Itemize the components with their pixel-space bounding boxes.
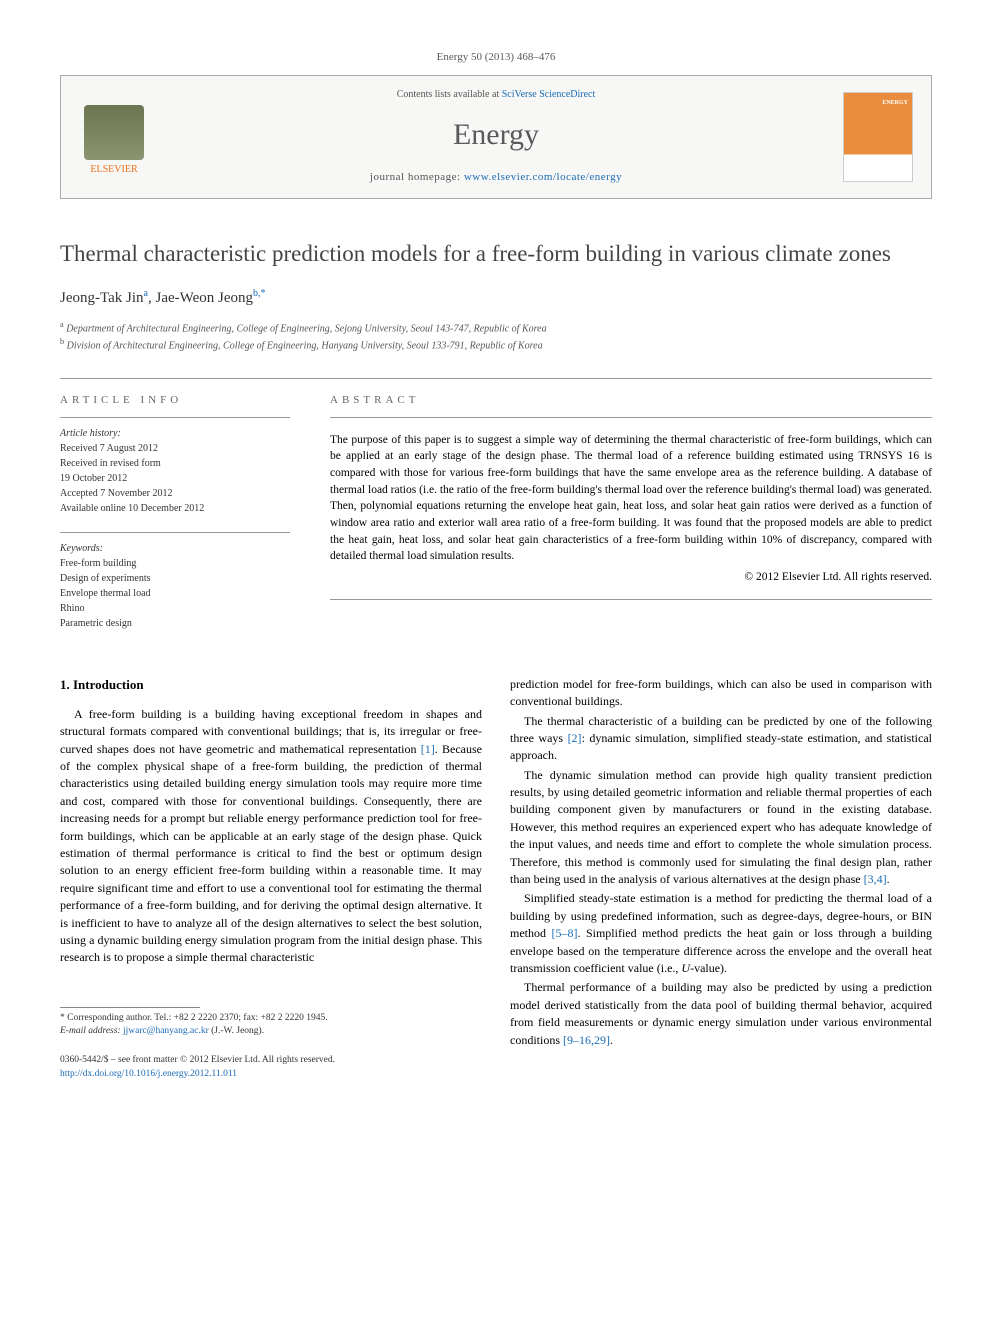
footnote-separator: [60, 1007, 200, 1008]
sciencedirect-link[interactable]: SciVerse ScienceDirect: [502, 89, 596, 100]
body-columns: 1. Introduction A free-form building is …: [60, 676, 932, 1081]
citation-line: Energy 50 (2013) 468–476: [60, 50, 932, 65]
page-root: Energy 50 (2013) 468–476 ELSEVIER Conten…: [0, 0, 992, 1131]
history-revised-date: 19 October 2012: [60, 473, 127, 484]
body-text-italic: U: [681, 961, 690, 975]
ref-link[interactable]: [9–16,29]: [563, 1033, 610, 1047]
body-paragraph: prediction model for free-form buildings…: [510, 676, 932, 711]
elsevier-logo[interactable]: ELSEVIER: [79, 97, 149, 177]
body-column-right: prediction model for free-form buildings…: [510, 676, 932, 1081]
author-1[interactable]: Jeong-Tak Jin: [60, 290, 144, 306]
body-paragraph: A free-form building is a building havin…: [60, 706, 482, 967]
elsevier-label: ELSEVIER: [90, 163, 137, 177]
authors: Jeong-Tak Jina, Jae-Weon Jeongb,*: [60, 287, 932, 309]
ref-link[interactable]: [1]: [421, 742, 435, 756]
body-text: -value).: [690, 961, 727, 975]
body-column-left: 1. Introduction A free-form building is …: [60, 676, 482, 1081]
keyword-item: Design of experiments: [60, 573, 151, 584]
history-revised-label: Received in revised form: [60, 458, 161, 469]
contents-prefix: Contents lists available at: [397, 89, 502, 100]
body-text: .: [887, 872, 890, 886]
affiliations: a Department of Architectural Engineerin…: [60, 319, 932, 354]
footnotes: * Corresponding author. Tel.: +82 2 2220…: [60, 1012, 482, 1039]
email-line: E-mail address: jjwarc@hanyang.ac.kr (J.…: [60, 1025, 482, 1038]
abstract-column: ABSTRACT The purpose of this paper is to…: [330, 393, 932, 630]
body-text: A free-form building is a building havin…: [60, 707, 482, 756]
info-abstract-row: ARTICLE INFO Article history: Received 7…: [60, 393, 932, 630]
bottom-metadata: 0360-5442/$ – see front matter © 2012 El…: [60, 1054, 482, 1081]
history-received: Received 7 August 2012: [60, 443, 158, 454]
abstract-text: The purpose of this paper is to suggest …: [330, 432, 932, 565]
divider: [60, 532, 290, 533]
keyword-item: Envelope thermal load: [60, 588, 151, 599]
homepage-line: journal homepage: www.elsevier.com/locat…: [169, 170, 823, 185]
affiliation-b: b Division of Architectural Engineering,…: [60, 336, 932, 353]
elsevier-tree-icon: [84, 105, 144, 160]
email-name: (J.-W. Jeong).: [211, 1026, 264, 1036]
article-info-column: ARTICLE INFO Article history: Received 7…: [60, 393, 290, 630]
homepage-prefix: journal homepage:: [370, 171, 464, 183]
journal-header: ELSEVIER Contents lists available at Sci…: [60, 75, 932, 198]
ref-link[interactable]: [2]: [568, 731, 582, 745]
abstract-label: ABSTRACT: [330, 393, 932, 408]
body-paragraph: Thermal performance of a building may al…: [510, 979, 932, 1049]
ref-link[interactable]: [5–8]: [551, 926, 577, 940]
email-link[interactable]: jjwarc@hanyang.ac.kr: [123, 1026, 209, 1036]
doi-link[interactable]: http://dx.doi.org/10.1016/j.energy.2012.…: [60, 1069, 237, 1079]
affiliation-a: a Department of Architectural Engineerin…: [60, 319, 932, 336]
body-paragraph: The dynamic simulation method can provid…: [510, 767, 932, 889]
article-info-label: ARTICLE INFO: [60, 393, 290, 408]
email-label: E-mail address:: [60, 1026, 121, 1036]
issn-line: 0360-5442/$ – see front matter © 2012 El…: [60, 1054, 482, 1067]
article-title: Thermal characteristic prediction models…: [60, 239, 932, 269]
title-block: Thermal characteristic prediction models…: [60, 239, 932, 269]
corresponding-author: * Corresponding author. Tel.: +82 2 2220…: [60, 1012, 482, 1025]
author-2[interactable]: Jae-Weon Jeong: [155, 290, 253, 306]
body-text: The dynamic simulation method can provid…: [510, 768, 932, 886]
affiliation-b-text: Division of Architectural Engineering, C…: [67, 340, 543, 351]
keyword-item: Parametric design: [60, 618, 132, 629]
journal-cover-thumbnail[interactable]: [843, 92, 913, 182]
header-center: Contents lists available at SciVerse Sci…: [169, 88, 823, 185]
divider: [330, 599, 932, 600]
author-2-affil: b,*: [253, 288, 266, 299]
body-paragraph: Simplified steady-state estimation is a …: [510, 890, 932, 977]
divider: [60, 417, 290, 418]
keywords: Keywords: Free-form building Design of e…: [60, 541, 290, 631]
history-heading: Article history:: [60, 428, 121, 439]
section-heading: 1. Introduction: [60, 676, 482, 694]
author-1-affil: a: [144, 288, 148, 299]
divider: [330, 417, 932, 418]
divider: [60, 378, 932, 379]
journal-name: Energy: [169, 114, 823, 156]
ref-link[interactable]: [3,4]: [864, 872, 887, 886]
homepage-link[interactable]: www.elsevier.com/locate/energy: [464, 171, 622, 183]
keyword-item: Free-form building: [60, 558, 136, 569]
copyright-line: © 2012 Elsevier Ltd. All rights reserved…: [330, 569, 932, 585]
history-online: Available online 10 December 2012: [60, 503, 204, 514]
affiliation-a-text: Department of Architectural Engineering,…: [66, 323, 546, 334]
keywords-heading: Keywords:: [60, 543, 103, 554]
body-paragraph: The thermal characteristic of a building…: [510, 713, 932, 765]
body-text: .: [610, 1033, 613, 1047]
history-accepted: Accepted 7 November 2012: [60, 488, 172, 499]
article-history: Article history: Received 7 August 2012 …: [60, 426, 290, 516]
contents-line: Contents lists available at SciVerse Sci…: [169, 88, 823, 102]
keyword-item: Rhino: [60, 603, 84, 614]
body-text: . Because of the complex physical shape …: [60, 742, 482, 965]
